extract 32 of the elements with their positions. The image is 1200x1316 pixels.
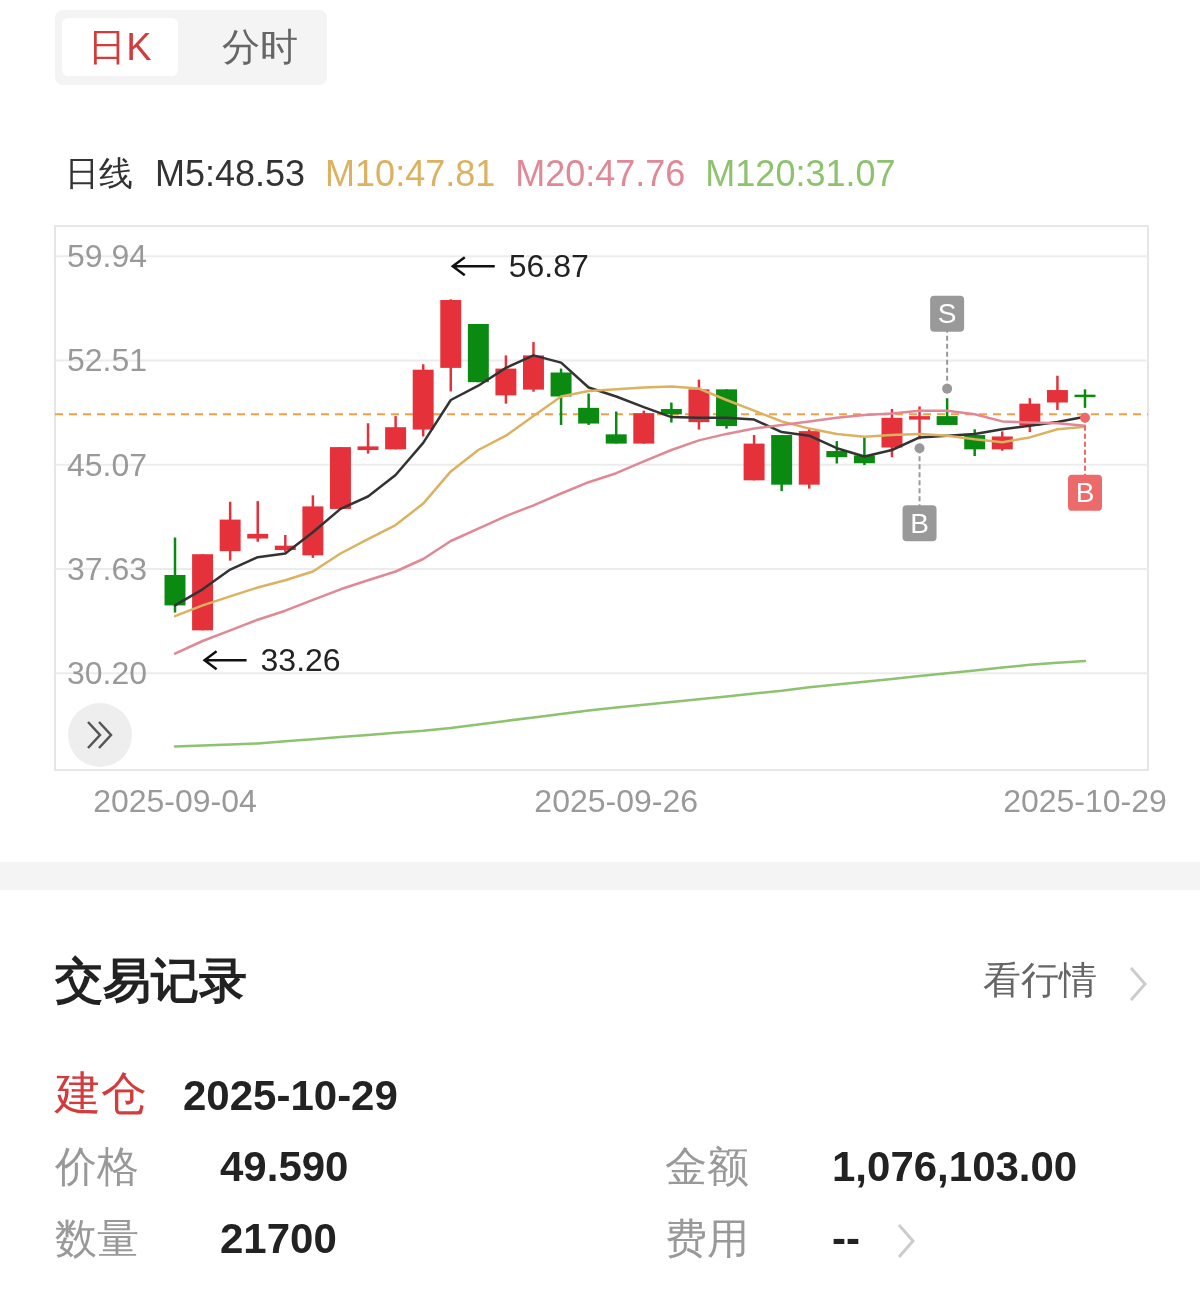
- text: 分时: [222, 26, 298, 68]
- text: --: [832, 1214, 860, 1262]
- text: 1,076,103.00: [832, 1142, 1078, 1190]
- x-tick-label: 2025-09-04: [93, 783, 257, 819]
- text: M10:47.81: [325, 152, 496, 194]
- y-tick-label: 45.07: [67, 446, 148, 483]
- annotation: S: [937, 298, 957, 330]
- text: 价格: [54, 1142, 139, 1190]
- text: 费用: [665, 1214, 749, 1262]
- text: 交易记录: [54, 953, 247, 1007]
- text: 21700: [220, 1214, 337, 1262]
- text: 日K: [88, 26, 152, 68]
- y-tick-label: 52.51: [67, 342, 148, 379]
- legend-title: 日线: [65, 154, 133, 192]
- x-tick-label: 2025-09-26: [534, 783, 699, 819]
- x-tick-label: 2025-10-29: [1003, 783, 1167, 819]
- y-tick-label: 30.20: [67, 655, 148, 692]
- text: M5:48.53: [155, 152, 306, 194]
- annotation: B: [1075, 477, 1095, 509]
- y-tick-label: 37.63: [67, 551, 148, 588]
- text: M120:31.07: [705, 152, 896, 194]
- text: 数量: [55, 1214, 139, 1262]
- text: 看行情: [983, 959, 1097, 1001]
- annotation: 33.26: [260, 642, 341, 679]
- y-tick-label: 59.94: [67, 238, 148, 275]
- text: 金额: [665, 1142, 749, 1190]
- annotation: 56.87: [508, 248, 589, 285]
- text: M20:47.76: [515, 152, 686, 194]
- text: 49.590: [220, 1142, 349, 1190]
- text: 2025-10-29: [183, 1071, 398, 1119]
- annotation: B: [910, 507, 929, 539]
- text: 建仓: [54, 1067, 147, 1119]
